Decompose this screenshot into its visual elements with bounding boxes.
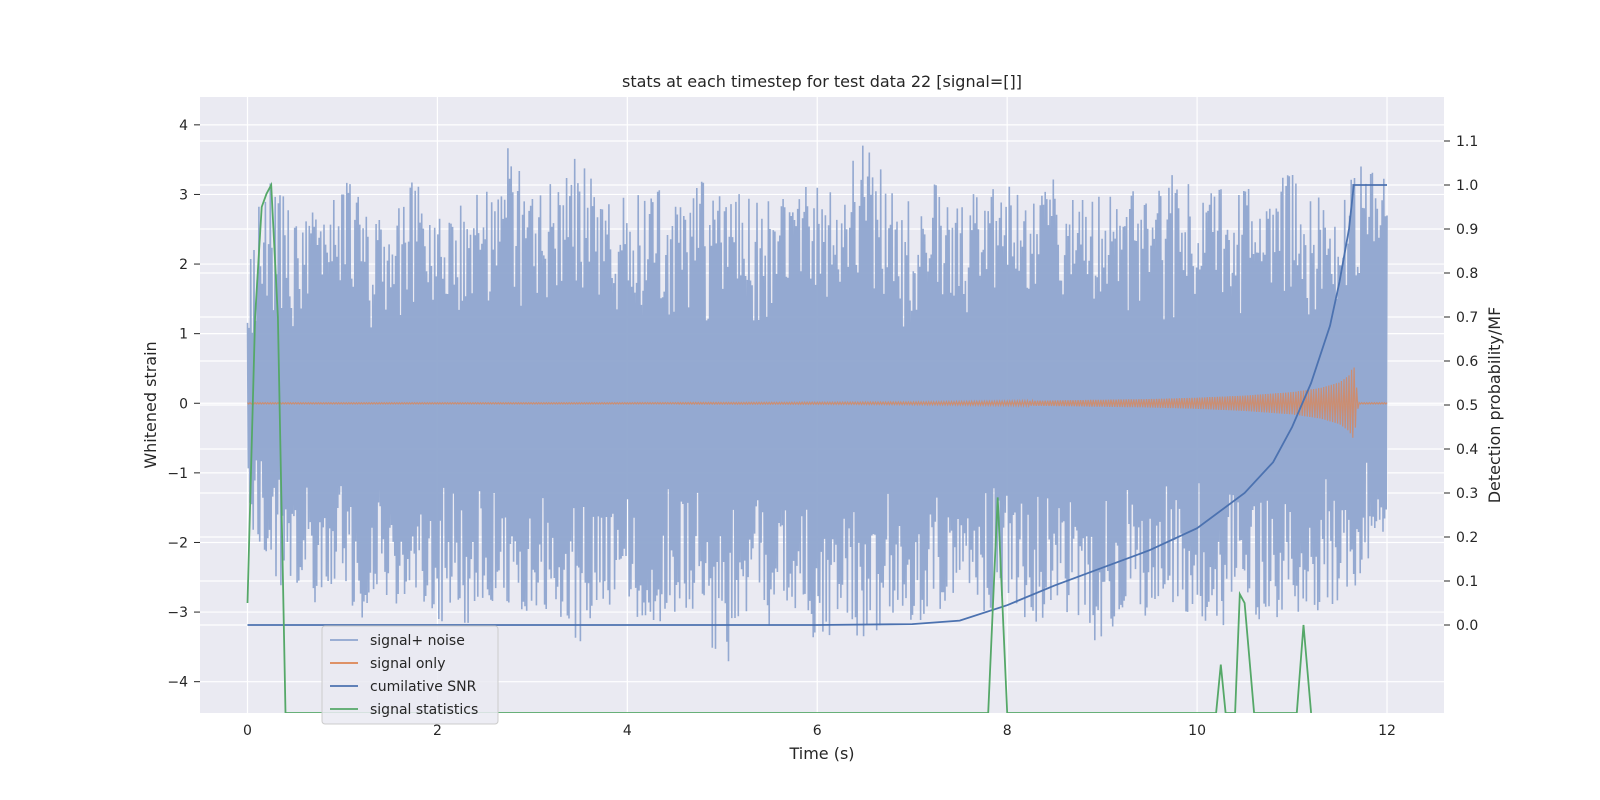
legend-label: cumilative SNR [370,679,477,695]
y-axis-right-label: Detection probability/MF [1485,307,1504,504]
y-tick-label: 0 [179,396,188,412]
x-tick-label: 0 [243,723,252,739]
x-tick-label: 10 [1188,723,1206,739]
legend-label: signal only [370,656,445,672]
series-signal-only [247,367,1388,438]
legend-label: signal statistics [370,702,478,718]
y-right-tick-label: 0.2 [1456,530,1478,546]
y-tick-label: −4 [167,675,188,691]
y-right-tick-label: 1.1 [1456,134,1478,150]
axes: 0 2 4 6 8 10 12−4−3−2−1012340.00.10.20.30.40.5… [167,118,1478,739]
x-tick-label: 8 [1003,723,1012,739]
series-signal-noise [246,145,1388,662]
y-tick-label: 1 [179,327,188,343]
series-signal-statistics [246,181,1312,713]
y-right-tick-label: 0.3 [1456,486,1478,502]
series-layer [246,145,1388,713]
y-axis-label: Whitened strain [141,341,160,468]
x-axis-label: Time (s) [788,744,854,763]
y-right-tick-label: 0.4 [1456,442,1478,458]
y-tick-label: −3 [167,605,188,621]
y-right-tick-label: 0.9 [1456,222,1478,238]
y-right-tick-label: 0.7 [1456,310,1478,326]
y-right-tick-label: 0.6 [1456,354,1478,370]
series-cumulative-snr [247,184,1387,626]
y-right-tick-label: 0.8 [1456,266,1478,282]
legend: signal+ noise signal only cumilative SNR si… [321,625,499,725]
y-tick-label: −1 [167,466,188,482]
x-tick-label: 12 [1378,723,1396,739]
x-tick-label: 2 [433,723,442,739]
y-right-tick-label: 0.5 [1456,398,1478,414]
y-tick-label: 4 [179,118,188,134]
y-tick-label: −2 [167,535,188,551]
y-right-tick-label: 1.0 [1456,178,1478,194]
x-tick-label: 6 [813,723,822,739]
y-right-tick-label: 0.0 [1456,618,1478,634]
legend-box [321,625,499,725]
x-tick-label: 4 [623,723,632,739]
y-right-tick-label: 0.1 [1456,574,1478,590]
legend-label: signal+ noise [370,633,465,649]
y-tick-label: 2 [179,257,188,273]
chart-title: stats at each timestep for test data 22 … [622,72,1022,91]
y-tick-label: 3 [179,187,188,203]
